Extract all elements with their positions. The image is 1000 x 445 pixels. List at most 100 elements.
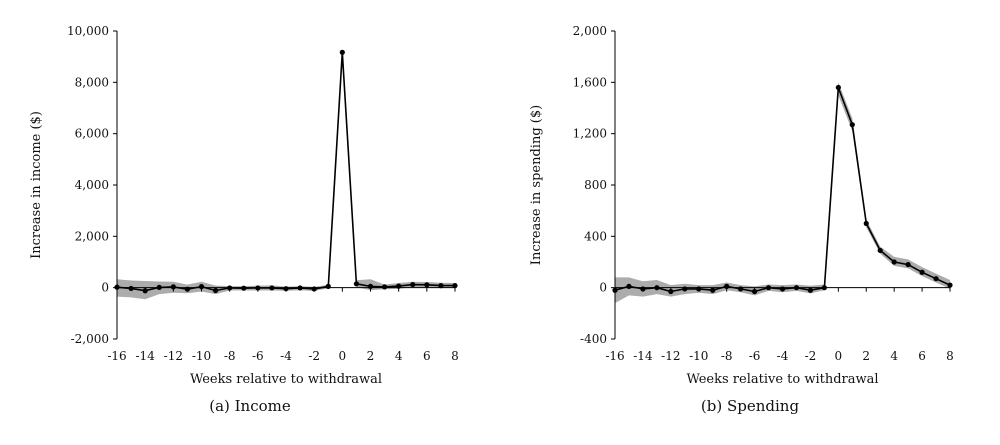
- income-x-tick-label: 4: [395, 349, 403, 363]
- income-data-point: [156, 284, 162, 291]
- spending-y-tick-label: 0: [599, 281, 607, 295]
- spending-data-point: [891, 259, 897, 265]
- spending-data-point: [849, 122, 855, 128]
- income-y-tick-label: -2,000: [71, 332, 109, 346]
- spending-data-point: [933, 276, 939, 282]
- income-x-tick-label: -14: [136, 349, 156, 363]
- income-data-point: [212, 287, 219, 294]
- spending-y-axis-title: Increase in spending ($): [529, 105, 544, 265]
- income-x-tick-label: -6: [252, 349, 264, 363]
- income-data-point: [452, 283, 458, 289]
- spending-x-tick-label: -2: [805, 349, 817, 363]
- spending-data-point: [793, 285, 800, 291]
- spending-y-tick-label: 1,200: [573, 127, 607, 141]
- income-data-point: [424, 282, 430, 288]
- spending-y-tick-label: 1,600: [573, 75, 607, 89]
- spending-panel: -400 0 400 800 1,200 1,600 2,000 -16 -14 -12 -10 -8…: [500, 0, 1000, 445]
- spending-data-point: [877, 247, 883, 254]
- spending-x-axis-title: Weeks relative to withdrawal: [686, 372, 878, 387]
- income-x-tick-label: -12: [164, 349, 183, 363]
- income-data-point: [184, 286, 191, 292]
- income-data-point: [198, 284, 205, 290]
- income-panel: -2,000 0 2,000 4,000 6,000 8,000 10,000 -16 -14-…: [29, 24, 459, 415]
- income-y-tick-label: 2,000: [75, 229, 109, 243]
- spending-y-tick-label: 400: [584, 229, 607, 243]
- spending-x-tick-label: -12: [661, 349, 680, 363]
- income-data-point: [255, 285, 261, 291]
- spending-x-tick-label: -16: [605, 349, 624, 363]
- income-x-tick-label: 6: [423, 349, 431, 363]
- spending-caption: (b) Spending: [700, 397, 800, 415]
- spending-data-point: [905, 261, 911, 268]
- income-data-point: [114, 284, 120, 290]
- income-y-tick-label: 6,000: [75, 127, 109, 141]
- income-data-point: [339, 49, 345, 55]
- income-data-point: [396, 283, 402, 289]
- income-data-point: [227, 285, 233, 291]
- spending-y-tick-label: 800: [584, 178, 607, 192]
- income-x-tick-label: 2: [367, 349, 375, 363]
- income-x-tick-label: -16: [107, 349, 126, 363]
- spending-y-tick-label: 2,000: [573, 24, 607, 38]
- spending-chart: -400 0 400 800 1,200 1,600 2,000 -16 -14 -12 -10 -8…: [529, 24, 954, 387]
- spending-data-point: [919, 269, 925, 275]
- spending-data-point: [654, 285, 660, 291]
- income-data-point: [128, 285, 134, 292]
- income-x-tick-label: 0: [339, 349, 347, 363]
- income-data-point: [283, 286, 289, 292]
- income-data-point: [410, 281, 416, 288]
- spending-data-point: [765, 285, 772, 291]
- income-x-tick-label: -10: [192, 349, 211, 363]
- income-x-tick-label: -8: [224, 349, 236, 363]
- income-y-tick-label: 4,000: [75, 178, 109, 192]
- spending-data-point: [724, 283, 730, 289]
- income-x-tick-label: -4: [280, 349, 292, 363]
- income-y-axis-title: Increase in income ($): [29, 111, 44, 259]
- income-x-axis-title: Weeks relative to withdrawal: [190, 372, 382, 387]
- spending-data-point: [668, 288, 674, 295]
- income-series-line: [116, 51, 455, 292]
- spending-data-point: [751, 288, 758, 295]
- income-data-point: [353, 281, 360, 287]
- spending-y-tick-label: -400: [580, 332, 607, 346]
- income-confidence-band: [117, 50, 455, 300]
- income-caption: (a) Income: [209, 397, 291, 415]
- spending-x-tick-label: 4: [890, 349, 898, 363]
- income-data-point: [142, 288, 148, 294]
- spending-data-point: [626, 283, 632, 289]
- income-data-point: [311, 286, 317, 292]
- income-data-point: [367, 283, 374, 289]
- spending-x-tick-label: -4: [777, 349, 789, 363]
- spending-x-tick-label: -6: [749, 349, 761, 363]
- spending-data-point: [947, 282, 953, 288]
- spending-data-point: [779, 286, 786, 292]
- income-data-point: [297, 285, 303, 291]
- spending-x-tick-label: 0: [835, 349, 843, 363]
- spending-data-point: [682, 286, 688, 292]
- spending-x-tick-label: 8: [946, 349, 954, 363]
- spending-data-point: [696, 286, 702, 292]
- income-data-point: [170, 284, 176, 290]
- spending-x-tick-label: 2: [862, 349, 870, 363]
- income-y-tick-label: 8,000: [75, 75, 109, 89]
- spending-data-point: [612, 287, 618, 293]
- income-data-point: [325, 283, 331, 289]
- spending-x-tick-label: -10: [689, 349, 708, 363]
- spending-data-point: [640, 286, 646, 292]
- spending-data-point: [835, 84, 841, 91]
- income-y-tick-label: 10,000: [67, 24, 109, 38]
- income-x-tick-label: -2: [308, 349, 320, 363]
- spending-x-tick-label: -8: [721, 349, 733, 363]
- spending-data-point: [863, 220, 869, 227]
- income-data-point: [269, 285, 275, 291]
- income-data-point: [381, 284, 388, 290]
- income-y-tick-label: 0: [101, 281, 109, 295]
- spending-data-point: [807, 287, 814, 293]
- income-x-tick-label: 8: [451, 349, 459, 363]
- income-data-point: [241, 285, 247, 291]
- spending-data-point: [821, 285, 827, 291]
- spending-x-tick-label: -14: [633, 349, 653, 363]
- spending-data-point: [738, 286, 744, 292]
- spending-data-point: [710, 287, 716, 293]
- spending-x-tick-label: 6: [918, 349, 926, 363]
